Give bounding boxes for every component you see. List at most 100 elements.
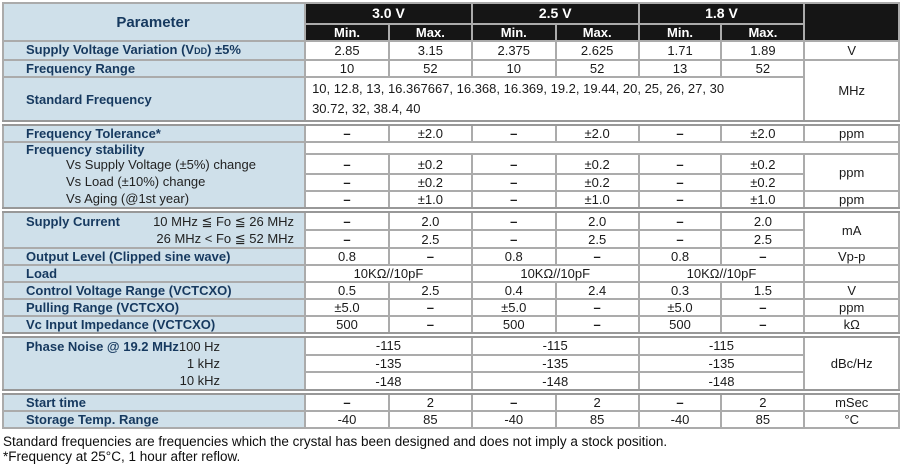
value-cell: –	[637, 229, 723, 249]
param-load: Load	[1, 264, 307, 283]
value-cell: 2.625	[554, 40, 640, 61]
param-phase-noise: Phase Noise @ 19.2 MHz 100 Hz 1 kHz 10 kH…	[1, 332, 307, 393]
value-cell: 0.3	[637, 281, 723, 300]
value-cell: –	[304, 206, 390, 232]
voltage-group-2v5: 2.5 V	[470, 2, 640, 25]
value-cell: –	[554, 247, 640, 266]
value-cell: ±0.2	[554, 153, 640, 175]
value-cell: 2	[720, 389, 806, 412]
value-cell: –	[470, 389, 557, 412]
value-cell: –	[470, 173, 557, 192]
value-cell: ±0.2	[387, 173, 473, 192]
value-cell: –	[304, 389, 390, 412]
value-cell: 0.8	[304, 247, 390, 266]
value-cell: 52	[554, 59, 640, 78]
unit-cell: ppm	[803, 120, 900, 143]
unit-cell-ma: mA	[803, 207, 900, 249]
param-standard-frequency: Standard Frequency	[1, 76, 307, 124]
param-supply-current: Supply Current 10 MHz ≦ Fo ≦ 26 MHz 26 MH…	[1, 207, 307, 249]
frequency-stability-spacer-cell	[304, 141, 900, 155]
phase-noise-cond-100hz: 100 Hz	[178, 339, 221, 354]
value-cell: –	[470, 120, 557, 143]
value-cell: –	[637, 120, 723, 143]
supply-current-cond2: 26 MHz < Fo ≦ 52 MHz	[156, 231, 295, 246]
value-cell: 2	[387, 389, 473, 412]
value-cell: –	[554, 315, 640, 336]
value-cell: –	[387, 298, 473, 317]
value-cell: –	[637, 190, 723, 211]
value-cell: 500	[470, 315, 557, 336]
param-control-voltage-range: Control Voltage Range (VCTCXO)	[1, 281, 307, 300]
value-cell: 10KΩ//10pF	[304, 264, 473, 283]
value-cell: 2.5	[387, 281, 473, 300]
value-cell: 0.8	[470, 247, 557, 266]
value-cell: -115	[470, 332, 640, 356]
value-cell: 2.0	[554, 206, 640, 232]
unit-cell: ppm	[803, 190, 900, 211]
unit-cell: °C	[803, 410, 900, 429]
value-cell: 1.71	[637, 40, 723, 61]
value-cell: 85	[720, 410, 806, 429]
value-cell: 1.89	[720, 40, 806, 61]
table-header-row: Parameter 3.0 V 2.5 V 1.8 V	[1, 2, 900, 42]
value-cell: ±1.0	[554, 190, 640, 211]
value-cell: -148	[470, 371, 640, 393]
value-cell: 0.5	[304, 281, 390, 300]
vs-aging-label: Vs Aging (@1st year)	[66, 191, 190, 206]
footnote-frequency-condition: *Frequency at 25°C, 1 hour after reflow.	[3, 449, 241, 464]
param-frequency-range: Frequency Range	[1, 59, 307, 78]
param-frequency-stability: Frequency stability Vs Supply Voltage (±…	[1, 141, 307, 211]
unit-cell-empty	[803, 264, 900, 283]
min-header-3v0: Min.	[304, 23, 390, 42]
value-cell: ±2.0	[554, 120, 640, 143]
row-phase-noise-1khz: -135 -135 -135	[3, 353, 899, 374]
spec-table: Parameter 3.0 V 2.5 V 1.8 V Min. Max. Mi…	[1, 2, 900, 429]
vs-supply-voltage-label: Vs Supply Voltage (±5%) change	[66, 157, 256, 172]
min-header-2v5: Min.	[470, 23, 557, 42]
value-cell: 2.375	[470, 40, 557, 61]
value-cell: –	[637, 206, 723, 232]
unit-cell-mhz: MHz	[803, 59, 900, 124]
param-supply-voltage-variation: Supply Voltage Variation (VDD) ±5%	[1, 40, 307, 61]
value-cell: –	[470, 206, 557, 232]
value-cell: 2.5	[387, 229, 473, 249]
value-cell: 3.15	[387, 40, 473, 61]
value-cell: –	[720, 247, 806, 266]
value-cell: -115	[637, 332, 806, 356]
value-cell: 0.4	[470, 281, 557, 300]
value-cell: 52	[720, 59, 806, 78]
value-cell: ±5.0	[470, 298, 557, 317]
row-start-time: Start time – 2 – 2 – 2 mSec	[1, 389, 900, 412]
min-header-1v8: Min.	[637, 23, 723, 42]
value-cell: 0.8	[637, 247, 723, 266]
unit-cell: mSec	[803, 389, 900, 412]
unit-cell: Vp-p	[803, 247, 900, 266]
unit-cell: ppm	[803, 298, 900, 317]
max-header-3v0: Max.	[387, 23, 473, 42]
value-cell: 500	[304, 315, 390, 336]
row-control-voltage-range: Control Voltage Range (VCTCXO) 0.5 2.5 0…	[1, 281, 900, 300]
value-cell: 2.0	[720, 206, 806, 232]
row-vs-load: – ±0.2 – ±0.2 – ±0.2	[3, 173, 899, 192]
row-vs-aging: – ±1.0 – ±1.0 – ±1.0 ppm	[3, 190, 900, 211]
value-cell: ±1.0	[720, 190, 806, 211]
value-cell: ±5.0	[637, 298, 723, 317]
frequency-stability-label: Frequency stability	[26, 142, 145, 157]
footnote-standard-frequencies: Standard frequencies are frequencies whi…	[3, 434, 668, 449]
value-cell: ±0.2	[720, 153, 806, 175]
row-frequency-range: Frequency Range 10 52 10 52 13 52 MHz	[1, 59, 900, 124]
row-frequency-tolerance: Frequency Tolerance* – ±2.0 – ±2.0 – ±2.…	[1, 120, 900, 143]
param-storage-temp: Storage Temp. Range	[1, 410, 307, 429]
phase-noise-label: Phase Noise @ 19.2 MHz	[26, 339, 179, 354]
param-pulling-range: Pulling Range (VCTCXO)	[1, 298, 307, 317]
value-cell: 500	[637, 315, 723, 336]
voltage-group-3v0: 3.0 V	[304, 2, 473, 25]
value-cell: –	[637, 173, 723, 192]
value-cell: 13	[637, 59, 723, 78]
value-cell: 10	[304, 59, 390, 78]
value-cell: 10	[470, 59, 557, 78]
value-cell: –	[387, 247, 473, 266]
value-cell: 10KΩ//10pF	[637, 264, 806, 283]
value-cell: -40	[304, 410, 390, 429]
value-cell: –	[637, 389, 723, 412]
